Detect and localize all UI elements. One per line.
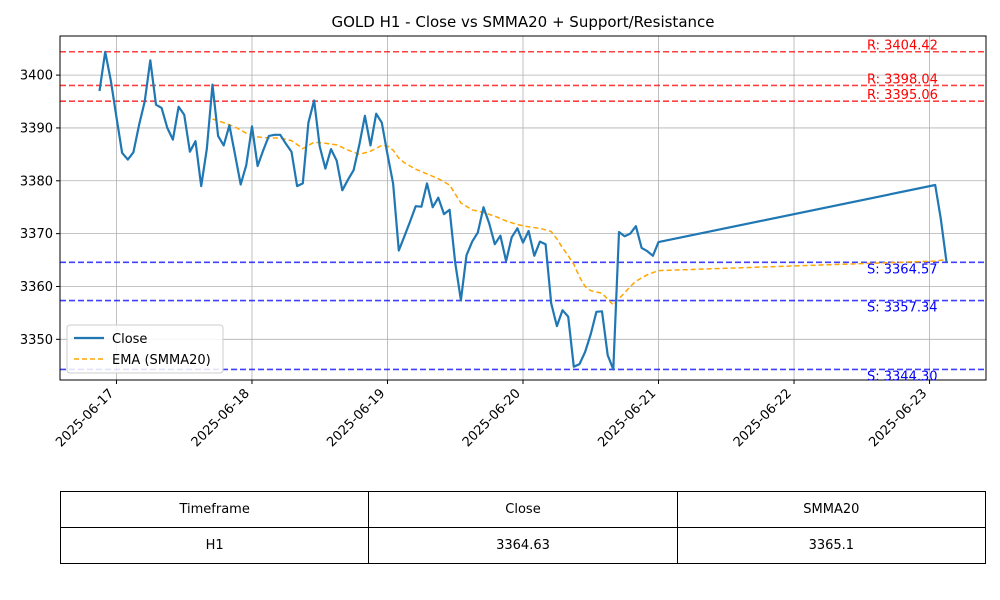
x-tick-label: 2025-06-21	[595, 386, 659, 450]
x-tick-label: 2025-06-22	[731, 386, 795, 450]
table-header-cell: Close	[368, 491, 678, 528]
table-row: H1 3364.63 3365.1	[59, 527, 987, 564]
y-axis: 3350 3360 3370 3380 3390 3400	[20, 69, 60, 348]
resistance-label: R: 3398.04	[867, 72, 938, 87]
x-tick-label: 2025-06-17	[53, 386, 117, 450]
table-header-cell: SMMA20	[676, 491, 987, 528]
legend-close-label: Close	[112, 332, 147, 347]
table-header-row: Timeframe Close SMMA20	[59, 491, 987, 528]
y-tick-label: 3380	[20, 174, 53, 189]
x-tick-label: 2025-06-18	[189, 386, 253, 450]
grid	[60, 36, 986, 380]
y-tick-label: 3370	[20, 227, 53, 242]
table-cell: 3365.1	[676, 527, 987, 564]
close-series-line	[98, 50, 948, 371]
level-labels: R: 3404.42 R: 3398.04R: 3395.06 S: 3364.57…	[867, 39, 938, 385]
support-label: S: 3364.57	[867, 262, 938, 277]
y-tick-label: 3390	[20, 121, 53, 136]
support-label: S: 3357.34	[867, 301, 938, 316]
x-axis: 2025-06-17 2025-06-18 2025-06-19 2025-06-20…	[53, 380, 930, 450]
summary-table: Timeframe Close SMMA20 H1 3364.63 3365.1	[59, 491, 987, 564]
table-header-cell: Timeframe	[59, 491, 370, 528]
y-tick-label: 3400	[20, 69, 53, 84]
price-chart: GOLD H1 - Close vs SMMA20 + Support/Resi…	[20, 13, 987, 450]
legend-ema-label: EMA (SMMA20)	[112, 353, 211, 368]
legend: Close EMA (SMMA20)	[66, 324, 224, 374]
table-cell: H1	[59, 527, 370, 564]
support-label: S: 3344.30	[867, 369, 938, 384]
chart-title: GOLD H1 - Close vs SMMA20 + Support/Resi…	[331, 13, 714, 31]
y-tick-label: 3350	[20, 333, 53, 348]
ema-series-line	[212, 118, 947, 306]
table-cell: 3364.63	[368, 527, 678, 564]
x-tick-label: 2025-06-23	[866, 386, 930, 450]
y-tick-label: 3360	[20, 280, 53, 295]
legend-box	[66, 324, 224, 374]
resistance-label: R: 3395.06	[867, 88, 938, 103]
resistance-label: R: 3404.42	[867, 39, 938, 54]
x-tick-label: 2025-06-19	[324, 386, 388, 450]
series-lines	[98, 50, 948, 371]
x-tick-label: 2025-06-20	[460, 386, 524, 450]
